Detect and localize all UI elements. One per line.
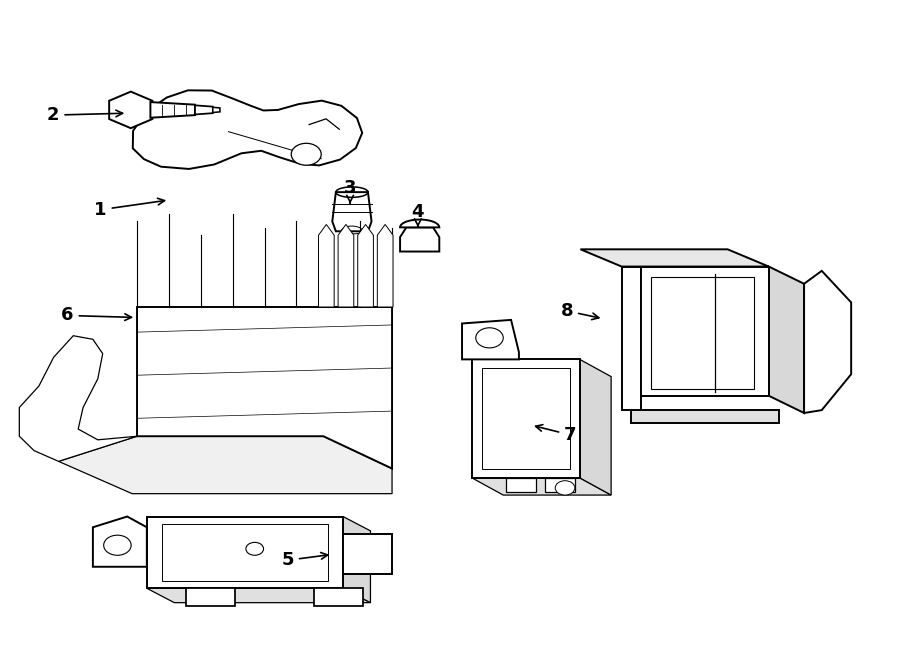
PathPatch shape [332,192,372,231]
Text: 3: 3 [344,179,356,203]
Circle shape [476,328,503,348]
PathPatch shape [93,516,147,566]
PathPatch shape [133,91,362,169]
PathPatch shape [58,436,392,494]
PathPatch shape [109,92,152,128]
PathPatch shape [622,266,642,410]
PathPatch shape [651,278,754,389]
Circle shape [246,543,264,555]
Circle shape [104,535,131,555]
PathPatch shape [150,102,195,118]
Text: 4: 4 [411,203,424,227]
PathPatch shape [147,516,343,588]
Polygon shape [400,219,439,227]
Text: 2: 2 [47,106,122,124]
PathPatch shape [472,478,611,495]
PathPatch shape [400,227,439,252]
PathPatch shape [769,266,804,413]
PathPatch shape [338,225,354,307]
PathPatch shape [343,535,392,574]
Text: 1: 1 [94,198,165,219]
PathPatch shape [580,249,769,266]
PathPatch shape [313,588,363,606]
PathPatch shape [804,271,851,413]
PathPatch shape [212,107,220,112]
Circle shape [292,143,321,165]
PathPatch shape [482,368,570,469]
PathPatch shape [545,478,575,492]
PathPatch shape [343,516,371,603]
PathPatch shape [147,588,371,603]
PathPatch shape [137,307,392,469]
PathPatch shape [642,266,769,396]
PathPatch shape [319,225,334,307]
Circle shape [555,481,575,495]
PathPatch shape [462,320,519,360]
Text: 7: 7 [536,424,577,444]
Text: 6: 6 [61,307,131,325]
PathPatch shape [161,524,328,581]
PathPatch shape [195,105,212,114]
PathPatch shape [377,225,393,307]
PathPatch shape [580,360,611,495]
Text: 5: 5 [282,551,328,569]
PathPatch shape [186,588,235,606]
PathPatch shape [506,478,536,492]
PathPatch shape [632,410,778,423]
PathPatch shape [472,360,580,478]
PathPatch shape [19,336,137,461]
PathPatch shape [357,225,374,307]
Text: 8: 8 [561,302,599,320]
